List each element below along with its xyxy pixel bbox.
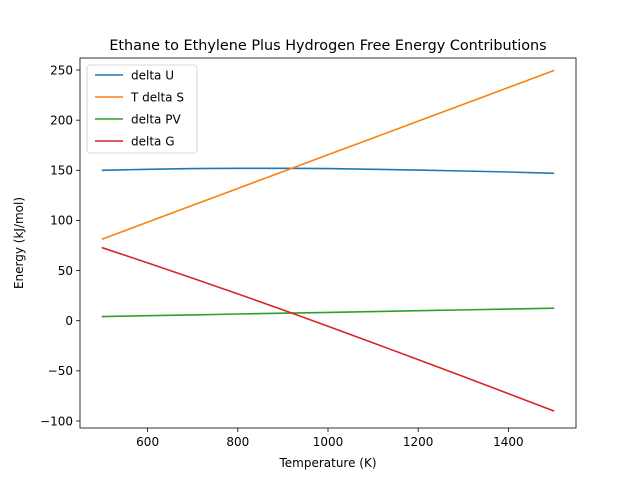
chart-title: Ethane to Ethylene Plus Hydrogen Free En… [109, 38, 546, 54]
y-tick-label: 150 [50, 164, 73, 178]
x-axis-label: Temperature (K) [278, 456, 376, 470]
series-line-delta-g [101, 246, 555, 412]
y-tick-label: −100 [40, 414, 73, 428]
y-tick-label: 200 [50, 113, 73, 127]
x-axis: 600 800 1000 1200 1400 [136, 428, 524, 449]
series-line-delta-u [101, 167, 555, 175]
x-tick-label: 1000 [313, 435, 344, 449]
legend-box [86, 64, 198, 154]
series-line-t-delta-s [101, 69, 555, 241]
y-axis: −100 −50 0 50 100 150 200 250 [40, 63, 80, 428]
legend-entry: delta G [131, 134, 175, 148]
x-tick-label: 1400 [493, 435, 524, 449]
legend-entry: delta PV [131, 112, 181, 126]
y-tick-label: 100 [50, 214, 73, 228]
y-tick-label: 0 [65, 314, 73, 328]
legend-entry: T delta S [130, 90, 184, 104]
y-axis-label: Energy (kJ/mol) [12, 197, 26, 289]
y-tick-label: 50 [58, 264, 73, 278]
legend-entry: delta U [131, 68, 174, 82]
plot-area [101, 69, 555, 412]
y-tick-label: 250 [50, 63, 73, 77]
series-line-delta-pv [101, 307, 555, 318]
x-tick-label: 1200 [403, 435, 434, 449]
legend: delta U T delta S delta PV delta G [86, 64, 198, 154]
x-tick-label: 800 [226, 435, 249, 449]
x-tick-label: 600 [136, 435, 159, 449]
y-tick-label: −50 [48, 364, 73, 378]
